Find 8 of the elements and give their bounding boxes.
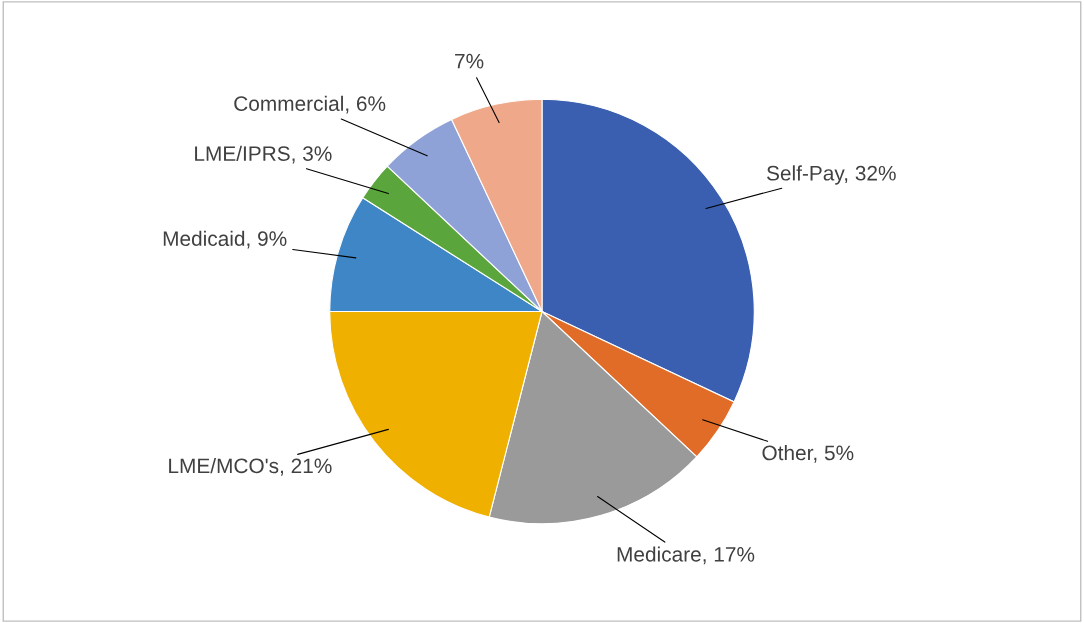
slice-label: LME/IPRS, 3% [195,145,332,164]
slice-label: Commercial, 6% [234,95,386,114]
slice-label: Self-Pay, 32% [766,165,896,185]
slice-label: Medicare, 17% [617,546,755,565]
slice-label: Medicaid, 9% [163,230,287,249]
slice-label: Other, 5% [762,444,854,463]
data-label: 7% [455,53,484,69]
slice-label: LME/MCO's, 21% [169,457,332,476]
